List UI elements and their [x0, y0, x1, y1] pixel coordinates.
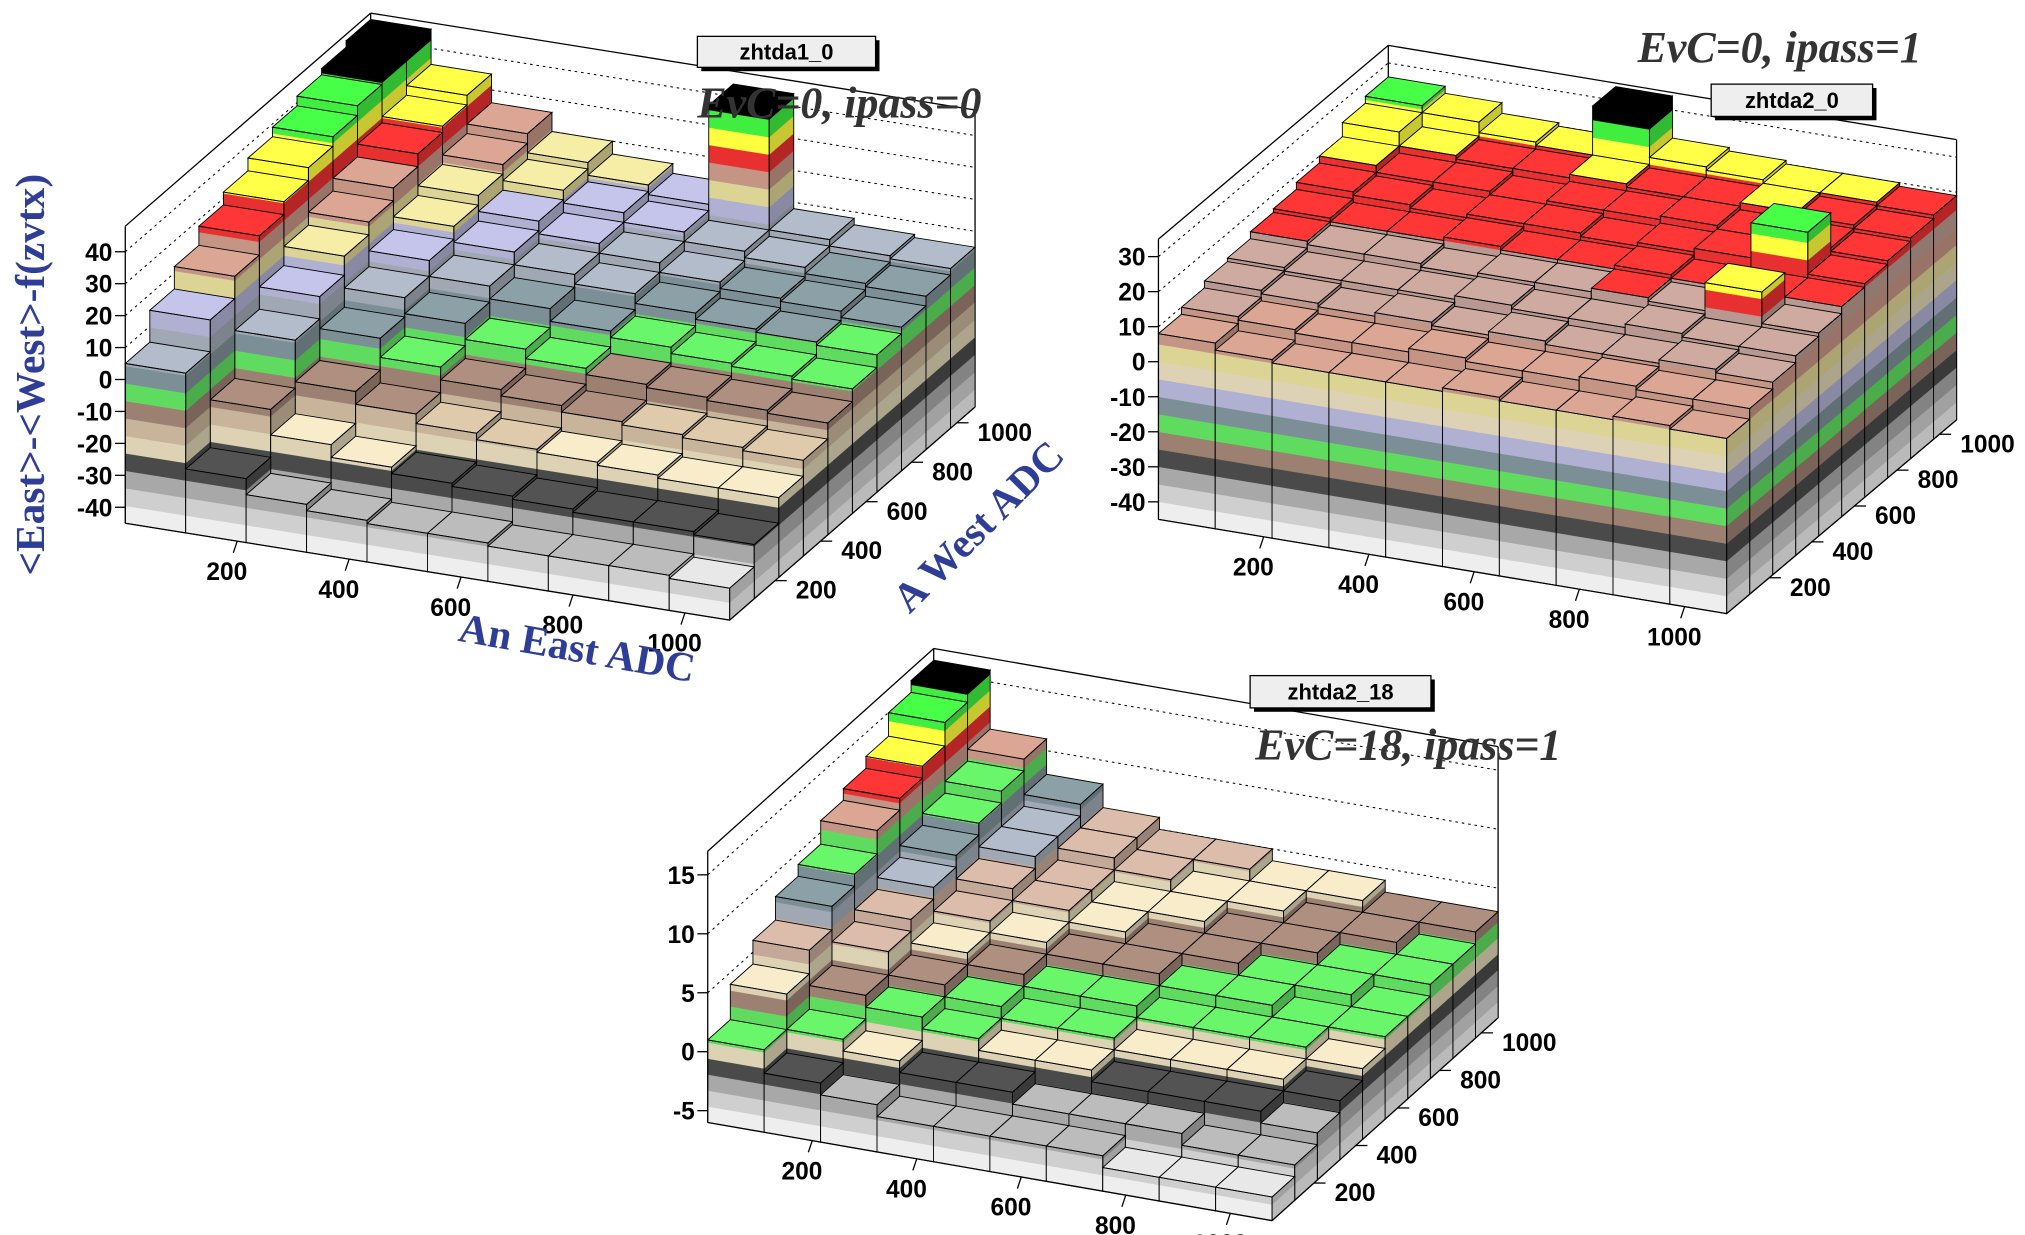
lego-panel: -40-30-20-100102030402004006008001000200… — [7, 13, 1073, 691]
x-tick — [233, 541, 237, 553]
x-tick-label: 400 — [318, 577, 359, 604]
z-tick-label: 30 — [85, 272, 112, 299]
z-tick-label: 0 — [99, 368, 113, 395]
chart-canvas: -40-30-20-100102030402004006008001000200… — [0, 0, 2025, 1235]
z-tick-label: -10 — [77, 399, 112, 426]
x-tick — [345, 559, 349, 571]
z-tick-label: -30 — [77, 463, 112, 490]
chart-title: zhtda1_0 — [740, 40, 834, 65]
chart-subtitle: EvC=0, ipass=0 — [696, 80, 981, 128]
z-tick-label: -20 — [77, 431, 112, 458]
x-tick — [457, 577, 461, 589]
z-tick-label: -40 — [77, 495, 112, 522]
y-tick-label: 1000 — [978, 420, 1033, 447]
y-tick-label: 400 — [841, 538, 882, 565]
x-tick — [569, 595, 573, 607]
z-tick-label: 10 — [85, 336, 112, 363]
y-tick-label: 200 — [796, 578, 837, 605]
y-tick-label: 800 — [932, 459, 973, 486]
x-tick-label: 200 — [206, 559, 247, 586]
y-tick-label: 600 — [887, 499, 928, 526]
lego-panel: -40-30-20-100102030200400600800100020040… — [1110, 24, 2015, 651]
page: -40-30-20-100102030402004006008001000200… — [0, 0, 2025, 1235]
z-tick-label: 20 — [85, 304, 112, 331]
x-tick — [681, 613, 685, 625]
z-axis-title: <East>-<West>-f(zvtx) — [7, 174, 54, 576]
z-tick-label: 40 — [85, 240, 112, 267]
